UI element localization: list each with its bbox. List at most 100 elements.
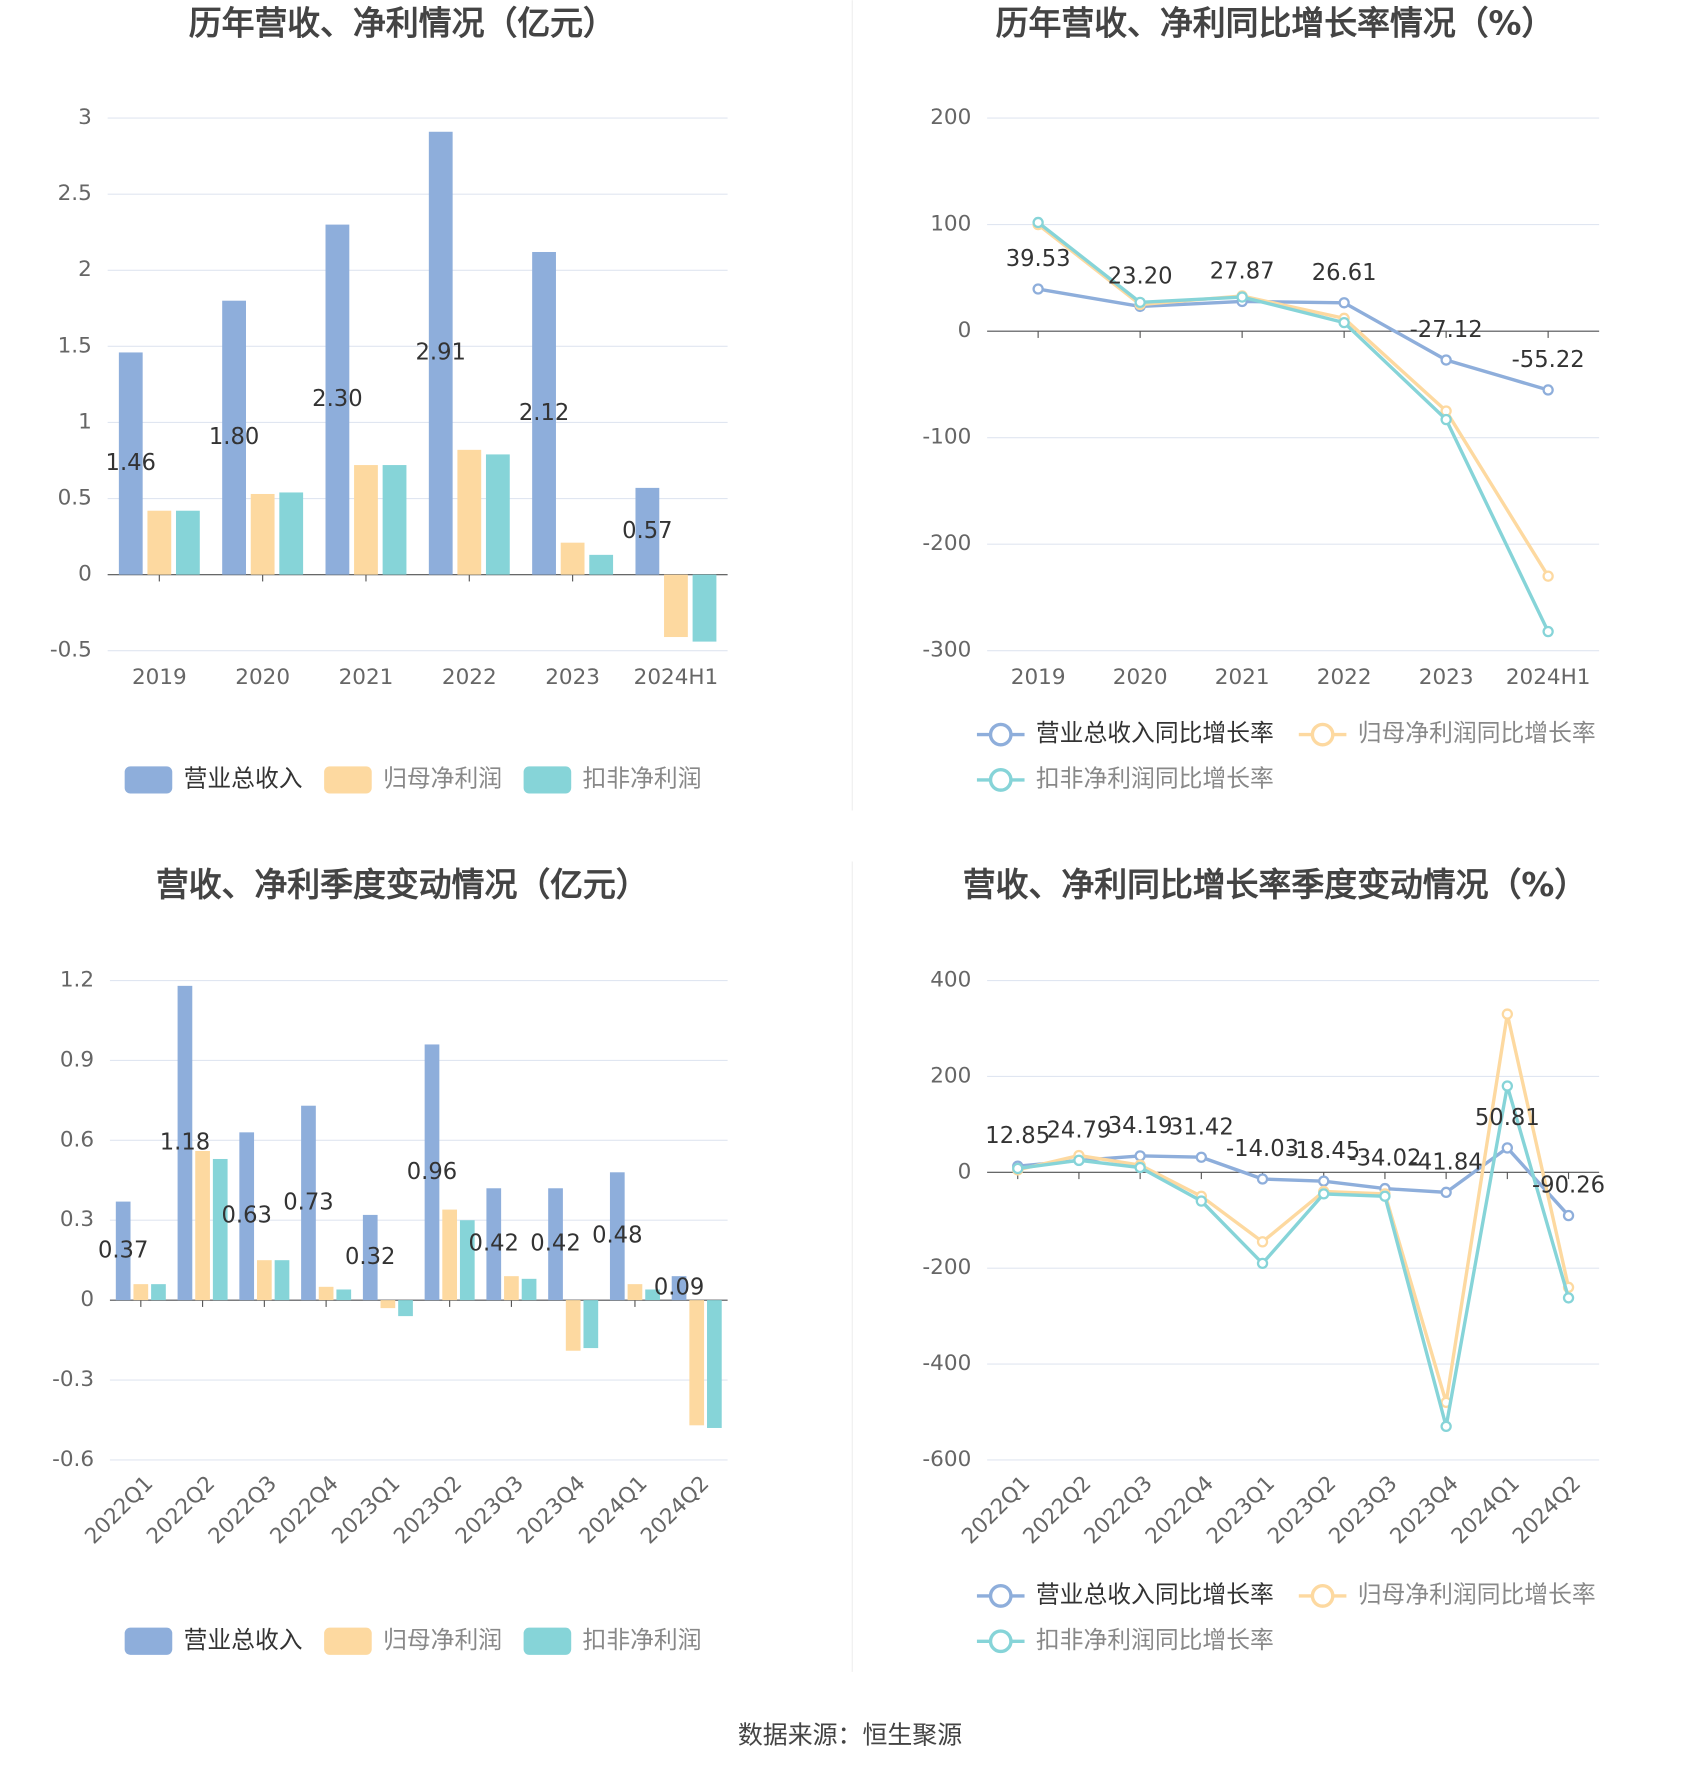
line [1017, 1013, 1571, 1403]
bar [118, 352, 143, 575]
bar [398, 1300, 413, 1317]
bar [664, 574, 688, 638]
bar [689, 1300, 705, 1426]
bar [521, 1278, 537, 1301]
point [1236, 291, 1248, 303]
bar [548, 1188, 563, 1301]
x-tick-label: 2020 [1113, 665, 1168, 690]
bar [565, 1300, 581, 1351]
bar [336, 1289, 352, 1301]
y-tick-label: 0.9 [60, 1047, 94, 1072]
point [1379, 1190, 1391, 1202]
point [1501, 1080, 1513, 1092]
bar [274, 1260, 290, 1301]
legend-swatch [988, 1584, 1013, 1608]
point [1256, 1257, 1269, 1270]
point [1562, 1209, 1575, 1222]
point [1195, 1151, 1207, 1163]
value-label: -27.12 [1410, 317, 1483, 343]
legend-swatch [124, 1627, 173, 1655]
point [1542, 625, 1554, 638]
x-tick-label: 2021 [339, 665, 394, 690]
x-tick-label: 2023 [545, 665, 600, 690]
bar [147, 510, 172, 575]
bar [485, 454, 510, 575]
point [1542, 384, 1554, 396]
bar [380, 1300, 396, 1309]
source: 数据来源：恒生聚源 [738, 1720, 962, 1749]
legend-label: 营业总收入同比增长率 [1036, 1580, 1274, 1608]
bar [589, 554, 614, 575]
value-label: 24.79 [1046, 1117, 1111, 1143]
legend-swatch [1310, 1584, 1335, 1608]
point [1032, 283, 1044, 295]
value-label: -18.45 [1287, 1138, 1360, 1164]
bar [279, 492, 304, 575]
value-label: -90.26 [1532, 1173, 1605, 1199]
x-tick-label: 2019 [1011, 665, 1066, 690]
y-tick-label: -200 [922, 531, 971, 556]
legend-swatch [124, 766, 173, 794]
y-tick-label: -0.5 [50, 638, 92, 663]
point [1440, 1420, 1452, 1433]
x-tick-label: 2019 [132, 665, 187, 690]
value-label: 12.85 [985, 1123, 1050, 1149]
bar [115, 1201, 131, 1301]
y-tick-label: -0.3 [52, 1367, 94, 1392]
line [1017, 1145, 1570, 1217]
y-tick-label: -0.6 [52, 1447, 94, 1472]
y-tick-label: 0 [958, 318, 972, 343]
line [1017, 1085, 1571, 1427]
x-tick-label: 2024H1 [634, 665, 719, 690]
bar [382, 465, 407, 575]
bar [133, 1284, 149, 1301]
bar [362, 1214, 378, 1301]
value-label: 39.53 [1006, 246, 1071, 272]
legend-label: 归母净利润同比增长率 [1358, 719, 1596, 747]
value-label: 50.81 [1475, 1105, 1540, 1131]
bar [645, 1289, 660, 1301]
bar [609, 1172, 625, 1301]
bar [442, 1209, 458, 1301]
legend-swatch [988, 722, 1013, 747]
value-label: 34.19 [1108, 1113, 1173, 1139]
value-label: 23.20 [1108, 263, 1173, 289]
bar [325, 224, 350, 575]
value-label: 1.46 [106, 450, 156, 476]
bar [239, 1132, 255, 1301]
y-tick-label: 0.5 [58, 486, 92, 511]
point [1134, 1150, 1146, 1162]
bar [635, 487, 660, 575]
bar [195, 1150, 210, 1301]
value-label: 0.42 [469, 1231, 519, 1257]
x-tick-label: 2022 [442, 665, 497, 690]
bar [354, 465, 378, 575]
bar [424, 1044, 440, 1301]
legend-label: 扣非净利润 [583, 764, 702, 792]
point [1073, 1154, 1085, 1166]
y-tick-label: 3 [78, 105, 92, 130]
y-tick-label: 1 [78, 409, 92, 434]
y-tick-label: -200 [922, 1255, 971, 1280]
bar [707, 1300, 722, 1428]
point [1134, 296, 1146, 309]
point [1338, 316, 1350, 329]
legend-label: 归母净利润 [383, 1626, 502, 1654]
point [1562, 1292, 1575, 1304]
x-tick-label: 2022 [1317, 665, 1372, 690]
y-tick-label: 1.5 [58, 333, 92, 358]
point [1256, 1236, 1269, 1248]
bar [532, 251, 556, 575]
bar [692, 574, 717, 642]
x-tick-label: 2024H1 [1506, 665, 1591, 690]
bar [627, 1284, 643, 1301]
bar [175, 510, 200, 575]
bar [318, 1286, 334, 1301]
bar [256, 1260, 272, 1301]
point [1501, 1008, 1513, 1020]
y-tick-label: 200 [930, 105, 971, 130]
bar [457, 449, 482, 575]
x-tick-label: 2024Q2 [636, 1471, 714, 1549]
y-tick-label: -600 [922, 1447, 971, 1472]
